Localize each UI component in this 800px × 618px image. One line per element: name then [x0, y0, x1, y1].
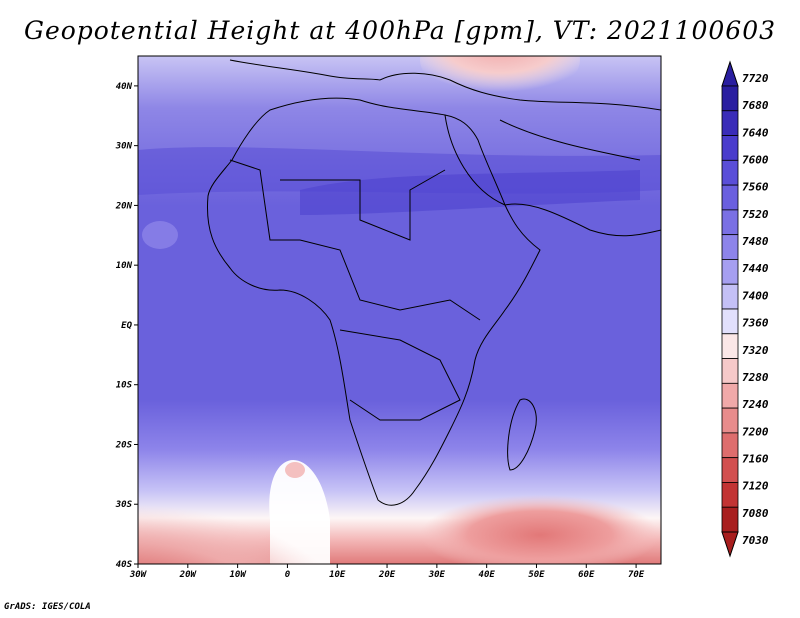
colorbar-swatch — [721, 110, 739, 136]
lat-label: 40N — [116, 82, 133, 92]
colorbar-label: 7400 — [742, 289, 769, 302]
latitude-axis: 40N 30N 20N 10N EQ 10S 20S 30S 40S — [115, 82, 138, 570]
lat-label: 20N — [115, 201, 133, 211]
colorbar-label: 7080 — [742, 507, 769, 520]
lat-label: 30S — [115, 500, 133, 510]
colorbar-swatch — [721, 308, 739, 335]
colorbar-swatch — [721, 358, 739, 384]
colorbar-label: 7440 — [742, 262, 769, 275]
lon-label: 30W — [129, 570, 148, 580]
colorbar-label: 7030 — [742, 534, 769, 547]
colorbar-swatch — [721, 259, 739, 285]
lon-label: 20E — [378, 570, 396, 580]
colorbar-swatch — [721, 234, 739, 260]
lon-label: 70E — [628, 570, 645, 580]
colorbar-swatch — [721, 432, 739, 459]
lon-label: 50E — [528, 570, 545, 580]
colorbar-label: 7600 — [742, 154, 769, 167]
colorbar-label: 7560 — [742, 181, 769, 194]
lon-label: 30E — [428, 570, 446, 580]
colorbar-label: 7520 — [742, 208, 769, 221]
colorbar-swatch — [721, 135, 739, 161]
lon-label: 20W — [179, 570, 198, 580]
colorbar-label: 7280 — [742, 371, 769, 384]
colorbar-label: 7200 — [742, 425, 769, 438]
colorbar-swatch — [721, 85, 739, 112]
colorbar-swatch — [721, 382, 739, 409]
lat-label: 40S — [116, 560, 133, 570]
colorbar-label: 7720 — [742, 72, 769, 85]
colorbar-label: 7240 — [742, 398, 769, 411]
lon-label: 10W — [229, 570, 247, 580]
longitude-axis: 30W 20W 10W 0 10E 20E 30E 40E 50E 60E 70E — [129, 564, 645, 580]
lat-label: 10S — [116, 381, 133, 391]
height-field — [138, 56, 661, 564]
colorbar: 7720 7680 7640 7600 7560 7520 7480 7440 7400 7360… — [721, 60, 769, 558]
lon-label: 60E — [578, 570, 595, 580]
lon-label: 10E — [329, 570, 346, 580]
colorbar-label: 7360 — [742, 317, 769, 330]
colorbar-bottom-arrow — [721, 531, 739, 558]
lat-label: 30N — [115, 142, 133, 152]
lat-label: EQ — [121, 321, 132, 331]
colorbar-swatch — [721, 506, 739, 533]
lat-label: 20S — [115, 440, 133, 450]
colorbar-swatch — [721, 159, 739, 186]
plot-frame — [137, 55, 662, 565]
grads-credit: GrADS: IGES/COLA — [4, 602, 91, 612]
colorbar-swatch — [721, 184, 739, 211]
colorbar-swatch — [721, 457, 739, 483]
colorbar-swatch — [721, 283, 739, 310]
chart-title: Geopotential Height at 400hPa [gpm], VT:… — [23, 16, 777, 45]
colorbar-label: 7680 — [742, 99, 769, 112]
colorbar-top-arrow — [721, 60, 739, 87]
colorbar-swatch — [721, 482, 739, 508]
lat-label: 10N — [116, 261, 133, 271]
colorbar-swatch — [721, 333, 739, 359]
colorbar-label: 7120 — [742, 480, 769, 493]
coastlines — [206, 59, 661, 506]
colorbar-swatch — [721, 209, 739, 236]
colorbar-label: 7160 — [742, 452, 769, 465]
colorbar-label: 7640 — [742, 126, 769, 139]
colorbar-label: 7320 — [742, 344, 769, 357]
colorbar-label: 7480 — [742, 235, 769, 248]
lon-label: 40E — [479, 570, 496, 580]
colorbar-swatch — [721, 407, 739, 434]
lon-label: 0 — [285, 570, 291, 580]
